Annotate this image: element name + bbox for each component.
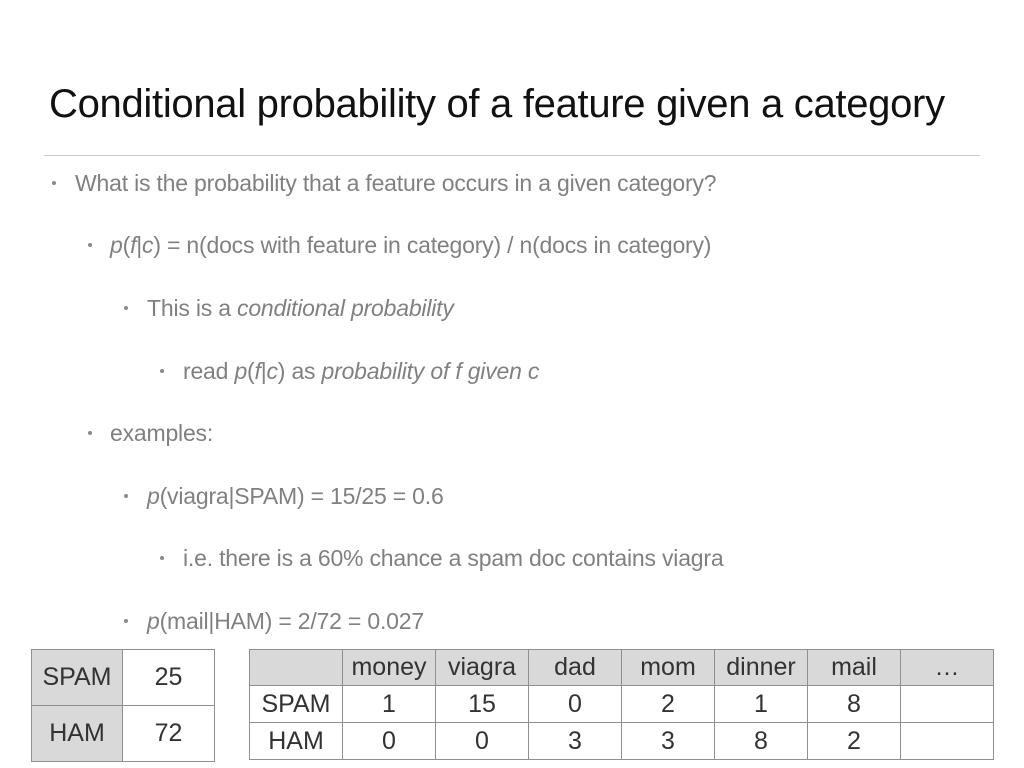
table-row: HAM 72: [31, 705, 215, 762]
table-cell: 3: [621, 722, 715, 760]
bullet-example-viagra: p(viagra|SPAM) = 15/25 = 0.6: [147, 483, 444, 509]
bullet-example-mail: p(mail|HAM) = 2/72 = 0.027: [147, 608, 424, 634]
column-header: mom: [621, 649, 715, 686]
column-header: money: [342, 649, 436, 686]
bullet-dot: [88, 243, 92, 247]
table-cell: 8: [807, 685, 901, 723]
bullet-question: What is the probability that a feature o…: [75, 170, 717, 196]
table-cell: 2: [807, 722, 901, 760]
category-label: SPAM: [31, 649, 123, 706]
bullet-dot: [124, 494, 128, 498]
bullet-definition: p(f|c) = n(docs with feature in category…: [110, 232, 712, 258]
table-cell: 15: [435, 685, 529, 723]
table-cell: [900, 685, 994, 723]
bullet-read: read p(f|c) as probability of f given c: [183, 358, 540, 384]
table-cell: [900, 722, 994, 760]
table-cell: 1: [714, 685, 808, 723]
table-row: HAM 0 0 3 3 8 2: [249, 722, 994, 760]
table-cell: 0: [435, 722, 529, 760]
bullet-dot: [124, 619, 128, 623]
category-count: 72: [122, 705, 215, 762]
row-header: HAM: [249, 722, 343, 760]
table-row: SPAM 25: [31, 649, 215, 706]
bullet-dot: [88, 431, 92, 435]
table-corner-cell: [249, 649, 343, 686]
table-cell: 2: [621, 685, 715, 723]
table-cell: 3: [528, 722, 622, 760]
bullet-dot: [160, 369, 164, 373]
row-header: SPAM: [249, 685, 343, 723]
feature-count-table: money viagra dad mom dinner mail … SPAM …: [249, 649, 994, 760]
title-divider: [44, 155, 980, 156]
slide-title: Conditional probability of a feature giv…: [49, 82, 945, 126]
table-row: SPAM 1 15 0 2 1 8: [249, 685, 994, 723]
column-header: dinner: [714, 649, 808, 686]
bullet-dot: [52, 181, 56, 185]
bullet-conditional: This is a conditional probability: [147, 295, 454, 321]
column-header: …: [900, 649, 994, 686]
table-cell: 0: [528, 685, 622, 723]
bullet-examples: examples:: [110, 420, 214, 446]
category-count-table: SPAM 25 HAM 72: [31, 649, 215, 762]
column-header: viagra: [435, 649, 529, 686]
table-cell: 0: [342, 722, 436, 760]
column-header: mail: [807, 649, 901, 686]
table-header-row: money viagra dad mom dinner mail …: [249, 649, 994, 686]
column-header: dad: [528, 649, 622, 686]
category-label: HAM: [31, 705, 123, 762]
bullet-dot: [124, 306, 128, 310]
category-count: 25: [122, 649, 215, 706]
bullet-interpretation: i.e. there is a 60% chance a spam doc co…: [183, 545, 724, 571]
bullet-dot: [160, 556, 164, 560]
table-cell: 8: [714, 722, 808, 760]
table-cell: 1: [342, 685, 436, 723]
